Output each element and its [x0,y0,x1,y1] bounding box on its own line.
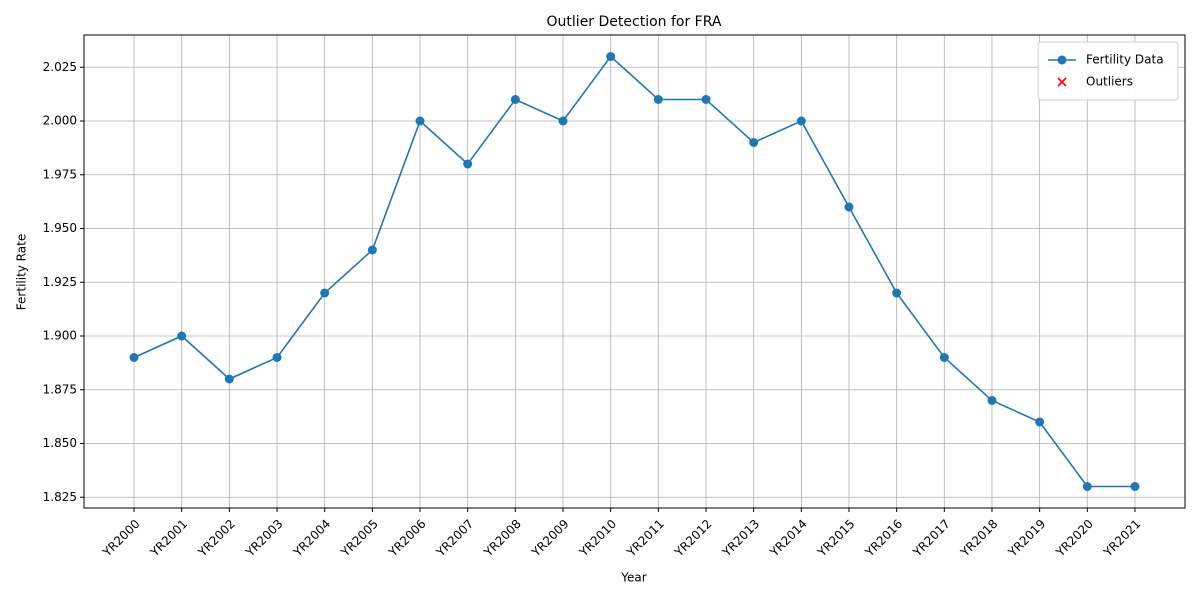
y-axis-label: Fertility Rate [15,234,29,310]
marker [510,95,520,104]
legend: Fertility Data Outliers [1037,41,1179,101]
x-tick-label: YR2011 [624,517,667,560]
marker [463,159,473,169]
legend-label: Fertility Data [1086,53,1164,67]
y-tick-label: 1.975 [43,167,77,181]
x-tick-label: YR2013 [719,517,762,560]
marker [1082,482,1092,491]
marker [320,288,330,298]
x-tick-label: YR2014 [767,517,810,560]
x-tick-label: YR2009 [528,517,571,560]
x-tick-label: YR2019 [1005,517,1048,560]
x-tick-label: YR2005 [338,517,381,560]
chart-title: Outlier Detection for FRA [547,14,722,30]
legend-label: Outliers [1086,75,1133,89]
marker [1130,482,1140,491]
x-tick-label: YR2004 [290,517,333,560]
legend-marker [1057,77,1067,87]
marker [367,245,377,255]
marker [701,95,711,104]
marker [939,353,949,362]
y-tick-label: 2.025 [43,60,77,74]
x-tick-label: YR2001 [147,517,190,560]
marker [1035,417,1045,427]
x-tick-label: YR2018 [957,517,1000,560]
marker [129,353,139,362]
x-tick-label: YR2008 [481,517,524,560]
plot-frame [83,34,1186,509]
marker [177,331,187,341]
marker [653,95,663,104]
y-tick-label: 1.900 [43,329,77,343]
x-tick-label: YR2016 [862,517,905,560]
x-tick-label: YR2002 [195,517,238,560]
y-tick-label: 1.825 [43,490,77,504]
x-tick-label: YR2012 [671,517,714,560]
marker [415,116,425,126]
marker [892,288,902,298]
marker [844,202,854,212]
y-tick-label: 1.875 [43,382,77,396]
x-axis-label: Year [620,571,646,585]
y-tick-label: 1.950 [43,221,77,235]
x-tick-label: YR2020 [1053,517,1096,560]
marker [272,353,282,362]
legend-marker [1057,55,1067,65]
x-tick-label: YR2010 [576,517,619,560]
x-tick-label: YR2017 [910,517,953,560]
x-tick-label: YR2000 [99,517,142,560]
marker [224,374,234,384]
marker [749,138,759,147]
marker [558,116,568,126]
x-tick-label: YR2003 [242,517,285,560]
x-tick-label: YR2021 [1100,517,1143,560]
data-line [133,55,1135,488]
x-tick-label: YR2015 [814,517,857,560]
y-tick-label: 2.000 [43,114,77,128]
y-tick-label: 1.925 [43,275,77,289]
x-tick-label: YR2006 [385,517,428,560]
legend-box [1037,41,1179,101]
x-tick-label: YR2007 [433,517,476,560]
marker [796,116,806,126]
marker [606,52,616,61]
marker [987,396,997,405]
y-tick-label: 1.850 [43,436,77,450]
